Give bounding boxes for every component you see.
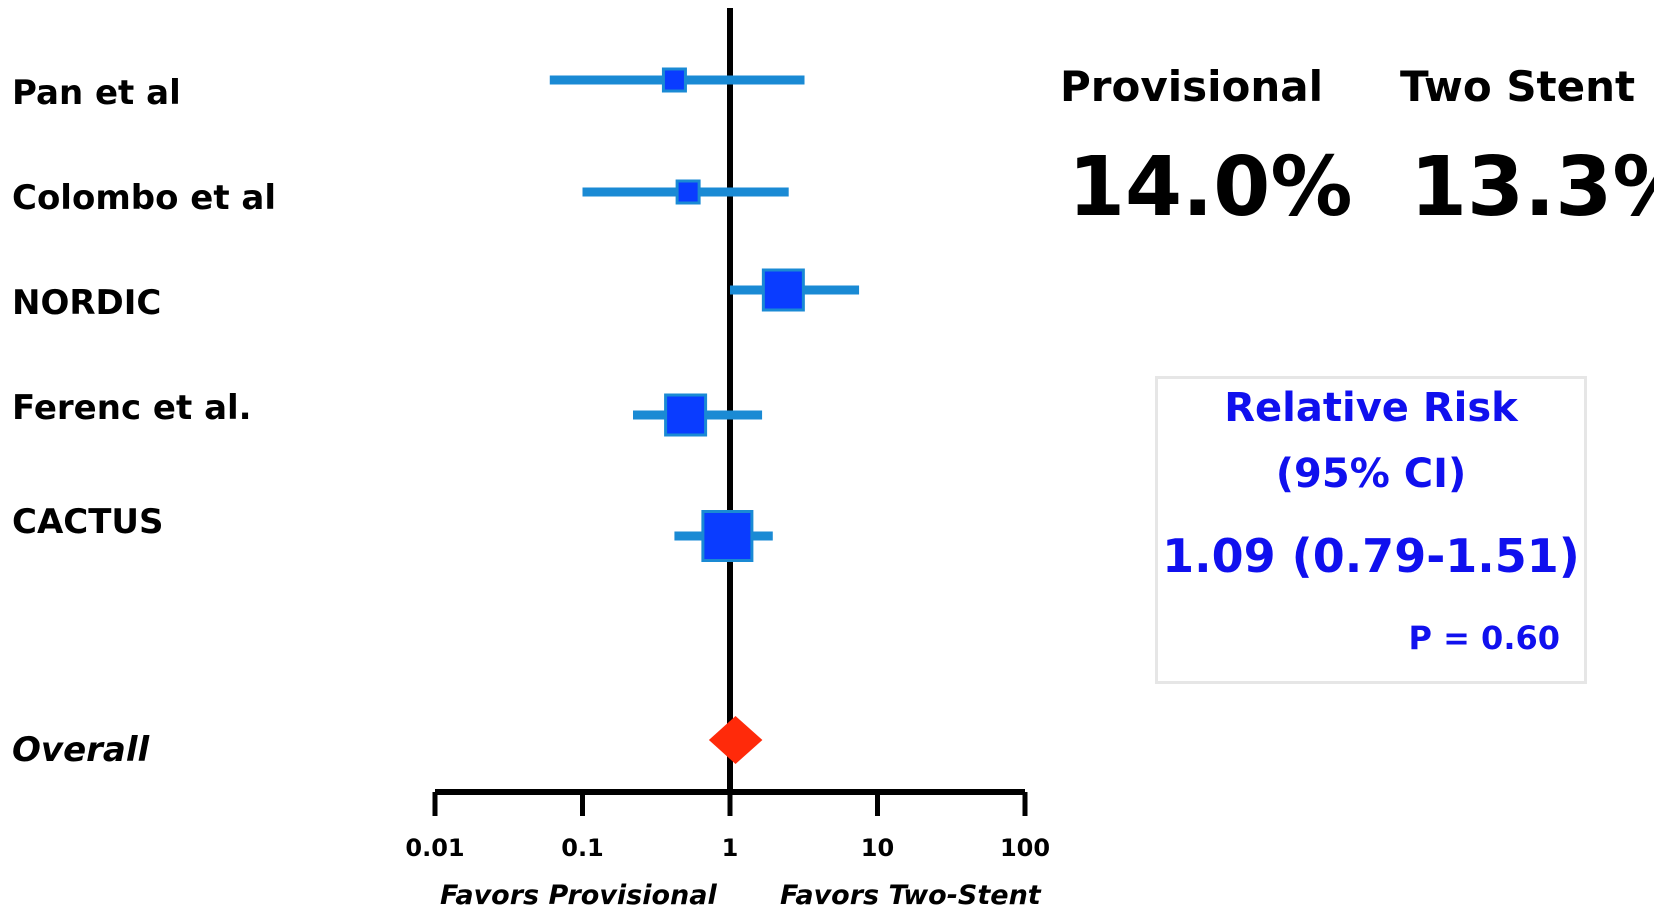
provisional-rate: 14.0% <box>1068 140 1353 235</box>
study-label-colombo: Colombo et al <box>12 178 277 218</box>
point-estimate-3 <box>664 393 708 437</box>
tick-label-1: 1 <box>721 834 739 862</box>
favors-provisional-label: Favors Provisional <box>440 880 717 911</box>
point-estimate-0 <box>661 67 687 93</box>
study-label-pan: Pan et al <box>12 73 181 113</box>
provisional-heading: Provisional <box>1060 62 1324 111</box>
tick-label-10: 10 <box>860 834 895 862</box>
study-label-nordic: NORDIC <box>12 283 162 323</box>
two-stent-heading: Two Stent <box>1400 62 1636 111</box>
point-estimate-1 <box>675 179 701 205</box>
relative-risk-box: Relative Risk (95% CI) 1.09 (0.79-1.51) … <box>1155 376 1587 684</box>
relative-risk-value: 1.09 (0.79-1.51) <box>1162 529 1580 583</box>
tick-label-100: 100 <box>999 834 1051 862</box>
relative-risk-title: Relative Risk <box>1224 385 1518 431</box>
study-label-cactus: CACTUS <box>12 502 164 542</box>
tick-label-0.01: 0.01 <box>405 834 465 862</box>
x-axis <box>432 789 1028 816</box>
study-marks <box>549 67 860 562</box>
confidence-interval-title: (95% CI) <box>1275 451 1467 497</box>
p-value: P = 0.60 <box>1408 619 1561 657</box>
point-estimate-2 <box>761 268 805 312</box>
two-stent-rate: 13.3% <box>1410 140 1654 235</box>
point-estimate-4 <box>701 510 754 562</box>
overall-label: Overall <box>12 730 150 770</box>
tick-label-0.1: 0.1 <box>561 834 604 862</box>
overall-diamond <box>708 716 763 764</box>
favors-two-stent-label: Favors Two-Stent <box>780 880 1041 911</box>
study-label-ferenc: Ferenc et al. <box>12 388 252 428</box>
